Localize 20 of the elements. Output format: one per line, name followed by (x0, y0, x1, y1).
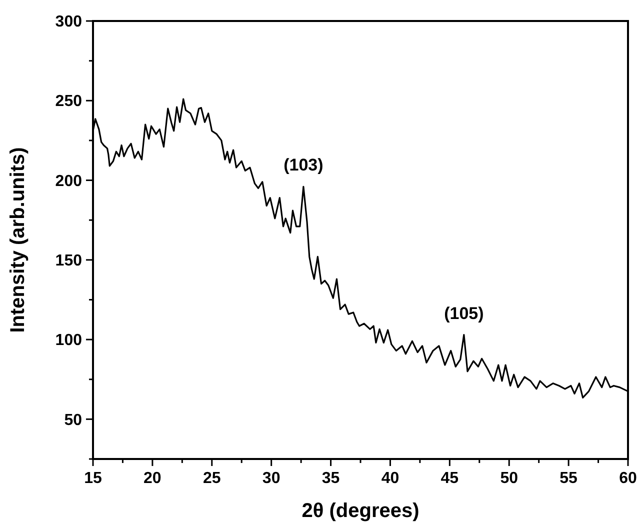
y-tick-label: 200 (55, 172, 82, 190)
x-tick-label: 45 (440, 470, 459, 487)
x-tick-label: 25 (202, 470, 221, 487)
x-tick-label: 35 (322, 470, 340, 487)
y-tick-label: 150 (55, 252, 82, 270)
x-tick-label: 40 (381, 470, 400, 487)
x-axis-title: 2θ (degrees) (302, 500, 420, 522)
y-tick-label: 300 (55, 14, 82, 31)
x-tick-label: 15 (84, 470, 102, 487)
y-axis-title: Intensity (arb.units) (7, 147, 29, 333)
x-tick-label: 30 (262, 470, 280, 487)
annotation: (105) (444, 304, 484, 323)
y-tick-label: 100 (55, 332, 82, 350)
x-tick-label: 60 (619, 470, 637, 487)
annotation: (103) (284, 156, 324, 175)
x-tick-label: 50 (500, 470, 518, 487)
y-tick-label: 50 (64, 412, 82, 429)
x-tick-label: 55 (560, 470, 578, 487)
x-tick-label: 20 (144, 470, 162, 487)
y-tick-label: 250 (55, 93, 82, 110)
